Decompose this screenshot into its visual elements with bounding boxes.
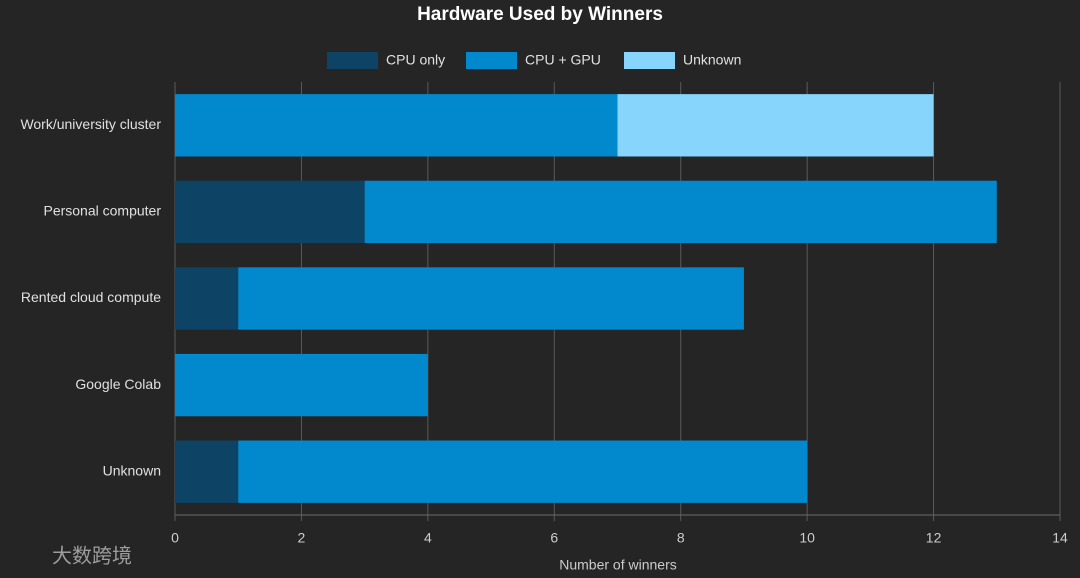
legend-label: CPU only xyxy=(386,52,445,68)
bar-segment xyxy=(238,267,744,330)
x-tick-label: 12 xyxy=(926,530,942,546)
y-tick-label: Personal computer xyxy=(43,203,161,219)
y-tick-label: Rented cloud compute xyxy=(21,289,161,305)
bar-segment xyxy=(175,180,365,244)
x-tick-label: 0 xyxy=(171,530,179,546)
legend-label: Unknown xyxy=(683,52,741,68)
bar-segment xyxy=(238,440,808,503)
x-tick-label: 2 xyxy=(298,530,306,546)
bar-segment xyxy=(364,180,997,244)
legend-label: CPU + GPU xyxy=(525,52,601,68)
y-tick-label: Unknown xyxy=(103,462,161,478)
x-tick-label: 6 xyxy=(550,530,558,546)
bar-segment xyxy=(175,440,239,503)
bar-segment xyxy=(175,267,239,330)
x-tick-label: 14 xyxy=(1052,530,1068,546)
legend-swatch xyxy=(624,52,675,69)
x-axis-label: Number of winners xyxy=(559,557,677,573)
y-tick-label: Google Colab xyxy=(75,376,161,392)
x-tick-label: 4 xyxy=(424,530,432,546)
bar-segment xyxy=(617,94,934,157)
legend-swatch xyxy=(327,52,378,69)
bar-segment xyxy=(175,353,428,417)
x-tick-label: 10 xyxy=(799,530,815,546)
x-tick-label: 8 xyxy=(677,530,685,546)
bar-segment xyxy=(175,94,618,157)
y-tick-label: Work/university cluster xyxy=(20,116,161,132)
legend-swatch xyxy=(466,52,517,69)
chart-title: Hardware Used by Winners xyxy=(417,4,663,25)
watermark: 大数跨境 xyxy=(52,544,132,567)
